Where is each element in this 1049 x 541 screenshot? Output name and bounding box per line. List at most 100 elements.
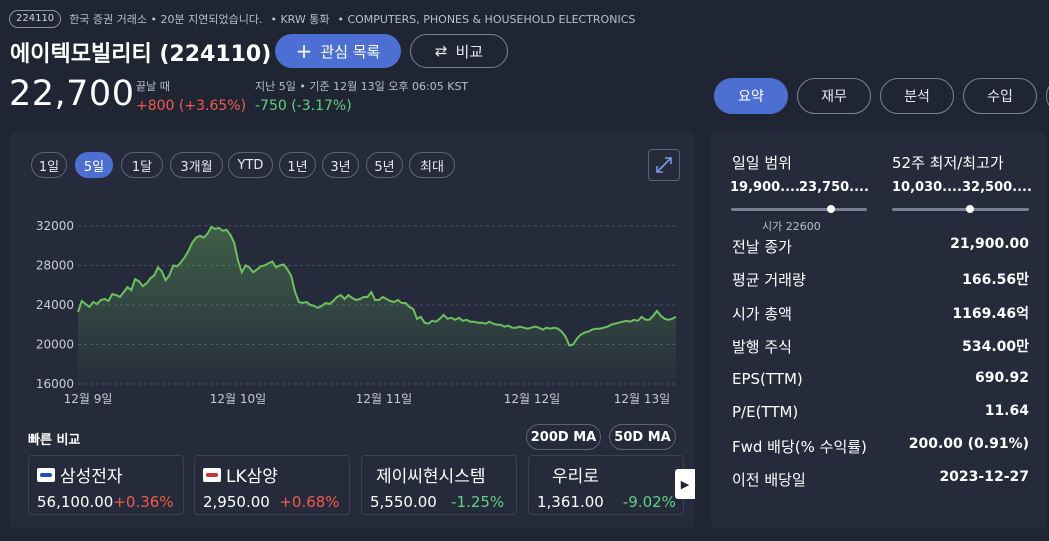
peer-change: -9.02%: [622, 493, 676, 511]
peer-card[interactable]: 우리로 1,361.00 -9.02%: [528, 455, 684, 515]
stat-row: Fwd 배당(% 수익률) 200.00 (0.91%): [732, 436, 1029, 457]
52wk-high: 32,500....: [962, 180, 1032, 195]
ma50-button[interactable]: 50D MA: [609, 424, 676, 450]
peer-price: 5,550.00: [370, 493, 437, 511]
price-area-fill: [78, 226, 676, 384]
stat-row: 평균 거래량 166.56만: [732, 269, 1029, 290]
tab-summary[interactable]: 요약: [714, 78, 788, 114]
y-tick-label: 28000: [36, 258, 74, 272]
stat-value: 534.00만: [962, 339, 1029, 355]
stat-row: 시가 총액 1169.46억: [732, 303, 1029, 324]
peer-change: +0.36%: [113, 493, 174, 511]
range-1m[interactable]: 1달: [121, 152, 163, 178]
stat-value: 690.92: [974, 370, 1029, 386]
peer-name: 우리로: [552, 467, 599, 487]
expand-chart-button[interactable]: [648, 149, 680, 181]
range-1y[interactable]: 1년: [279, 152, 316, 178]
add-watchlist-button[interactable]: + 관심 목록: [275, 34, 401, 68]
stat-label: 이전 배당일: [732, 471, 806, 489]
x-tick-label: 12월 13일: [614, 392, 670, 406]
x-tick-label: 12월 12일: [504, 392, 560, 406]
peer-name: LK삼양: [226, 467, 278, 487]
range-max[interactable]: 최대: [409, 152, 455, 178]
stat-label: P/E(TTM): [732, 403, 799, 421]
compare-button[interactable]: ⇄ 비교: [410, 34, 508, 68]
y-tick-label: 16000: [36, 377, 74, 391]
stat-value: 2023-12-27: [939, 469, 1029, 485]
day-range-slider: [731, 205, 867, 213]
current-price: 22,700: [9, 74, 135, 114]
peer-card[interactable]: 삼성전자 56,100.00+0.36%: [28, 455, 184, 515]
watchlist-label: 관심 목록: [320, 42, 381, 61]
sector-note: • COMPUTERS, PHONES & HOUSEHOLD ELECTRON…: [337, 12, 636, 26]
close-change: +800 (+3.65%): [136, 98, 247, 114]
stat-row: 발행 주식 534.00만: [732, 336, 1029, 357]
range-5d[interactable]: 5일: [75, 152, 113, 178]
period-label: 지난 5일 • 기준 12월 13일 오후 06:05 KST: [255, 80, 469, 93]
next-peers-button[interactable]: ▶: [675, 469, 695, 499]
ma200-button[interactable]: 200D MA: [526, 424, 601, 450]
day-low: 19,900....: [730, 180, 800, 195]
company-logo-icon: [203, 467, 221, 482]
range-5y[interactable]: 5년: [366, 152, 403, 178]
expand-icon: [656, 157, 672, 173]
range-ytd[interactable]: YTD: [228, 152, 273, 178]
header-meta: 224110 한국 증권 거래소 • 20분 지연되었습니다. • KRW 통화…: [9, 10, 635, 28]
stat-value: 166.56만: [962, 272, 1029, 288]
peer-price: 56,100.00: [37, 493, 114, 511]
stat-row: P/E(TTM) 11.64: [732, 403, 1029, 421]
tab-earnings[interactable]: 수입: [963, 78, 1037, 114]
peer-card[interactable]: 제이씨현시스템 5,550.00 -1.25%: [361, 455, 517, 515]
y-tick-label: 32000: [36, 219, 74, 233]
52wk-range-knob: [966, 205, 974, 213]
stat-label: Fwd 배당(% 수익률): [732, 438, 867, 456]
peer-card[interactable]: LK삼양 2,950.00 +0.68%: [194, 455, 350, 515]
period-change-block: 지난 5일 • 기준 12월 13일 오후 06:05 KST -750 (-3…: [255, 78, 468, 114]
company-logo-icon: [37, 467, 55, 482]
day-high: 23,750....: [799, 180, 869, 195]
play-right-icon: ▶: [680, 477, 690, 491]
peer-name: 삼성전자: [60, 467, 123, 487]
day-range-label: 일일 범위: [732, 154, 792, 172]
range-3y[interactable]: 3년: [322, 152, 359, 178]
x-tick-label: 12월 9일: [64, 392, 113, 406]
currency-note: • KRW 통화: [270, 13, 330, 26]
exchange-note: 한국 증권 거래소 • 20분 지연되었습니다.: [69, 13, 263, 26]
stat-label: 평균 거래량: [732, 271, 806, 289]
stat-label: 발행 주식: [732, 338, 792, 356]
peer-price: 1,361.00: [537, 493, 604, 511]
open-price-label: 시가 22600: [762, 220, 821, 233]
stat-row: EPS(TTM) 690.92: [732, 370, 1029, 388]
chart-card: 1일 5일 1달 3개월 YTD 1년 3년 5년 최대 32000 28000 2…: [10, 132, 695, 528]
y-tick-label: 24000: [36, 298, 74, 312]
stat-row: 전날 종가 21,900.00: [732, 236, 1029, 257]
peer-change: +0.68%: [279, 493, 340, 511]
peer-price: 2,950.00: [203, 493, 270, 511]
close-change-block: 끝날 때 +800 (+3.65%): [136, 78, 246, 114]
day-range-knob: [827, 205, 835, 213]
stat-label: 시가 총액: [732, 305, 792, 323]
compare-label: 비교: [455, 42, 484, 61]
52wk-low: 10,030....: [892, 180, 962, 195]
tab-financials[interactable]: 재무: [797, 78, 871, 114]
peer-name: 제이씨현시스템: [376, 467, 486, 487]
52wk-range-slider: [892, 205, 1029, 213]
range-3m[interactable]: 3개월: [170, 152, 223, 178]
price-line: [77, 225, 677, 347]
stat-value: 1169.46억: [952, 306, 1029, 322]
tab-analysis[interactable]: 분석: [880, 78, 954, 114]
stat-value: 21,900.00: [950, 236, 1029, 252]
close-label: 끝날 때: [136, 80, 170, 93]
plus-icon: +: [295, 39, 313, 63]
y-tick-label: 20000: [36, 337, 74, 351]
x-tick-label: 12월 11일: [356, 392, 412, 406]
peer-change: -1.25%: [451, 493, 505, 511]
stat-value: 200.00 (0.91%): [908, 436, 1029, 452]
x-tick-label: 12월 10일: [210, 392, 266, 406]
stat-label: EPS(TTM): [732, 370, 803, 388]
range-1d[interactable]: 1일: [31, 152, 67, 178]
stat-label: 전날 종가: [732, 238, 792, 256]
period-change: -750 (-3.17%): [255, 98, 352, 114]
stats-card: 일일 범위 52주 최저/최고가 19,900.... 23,750.... 1…: [711, 132, 1046, 528]
